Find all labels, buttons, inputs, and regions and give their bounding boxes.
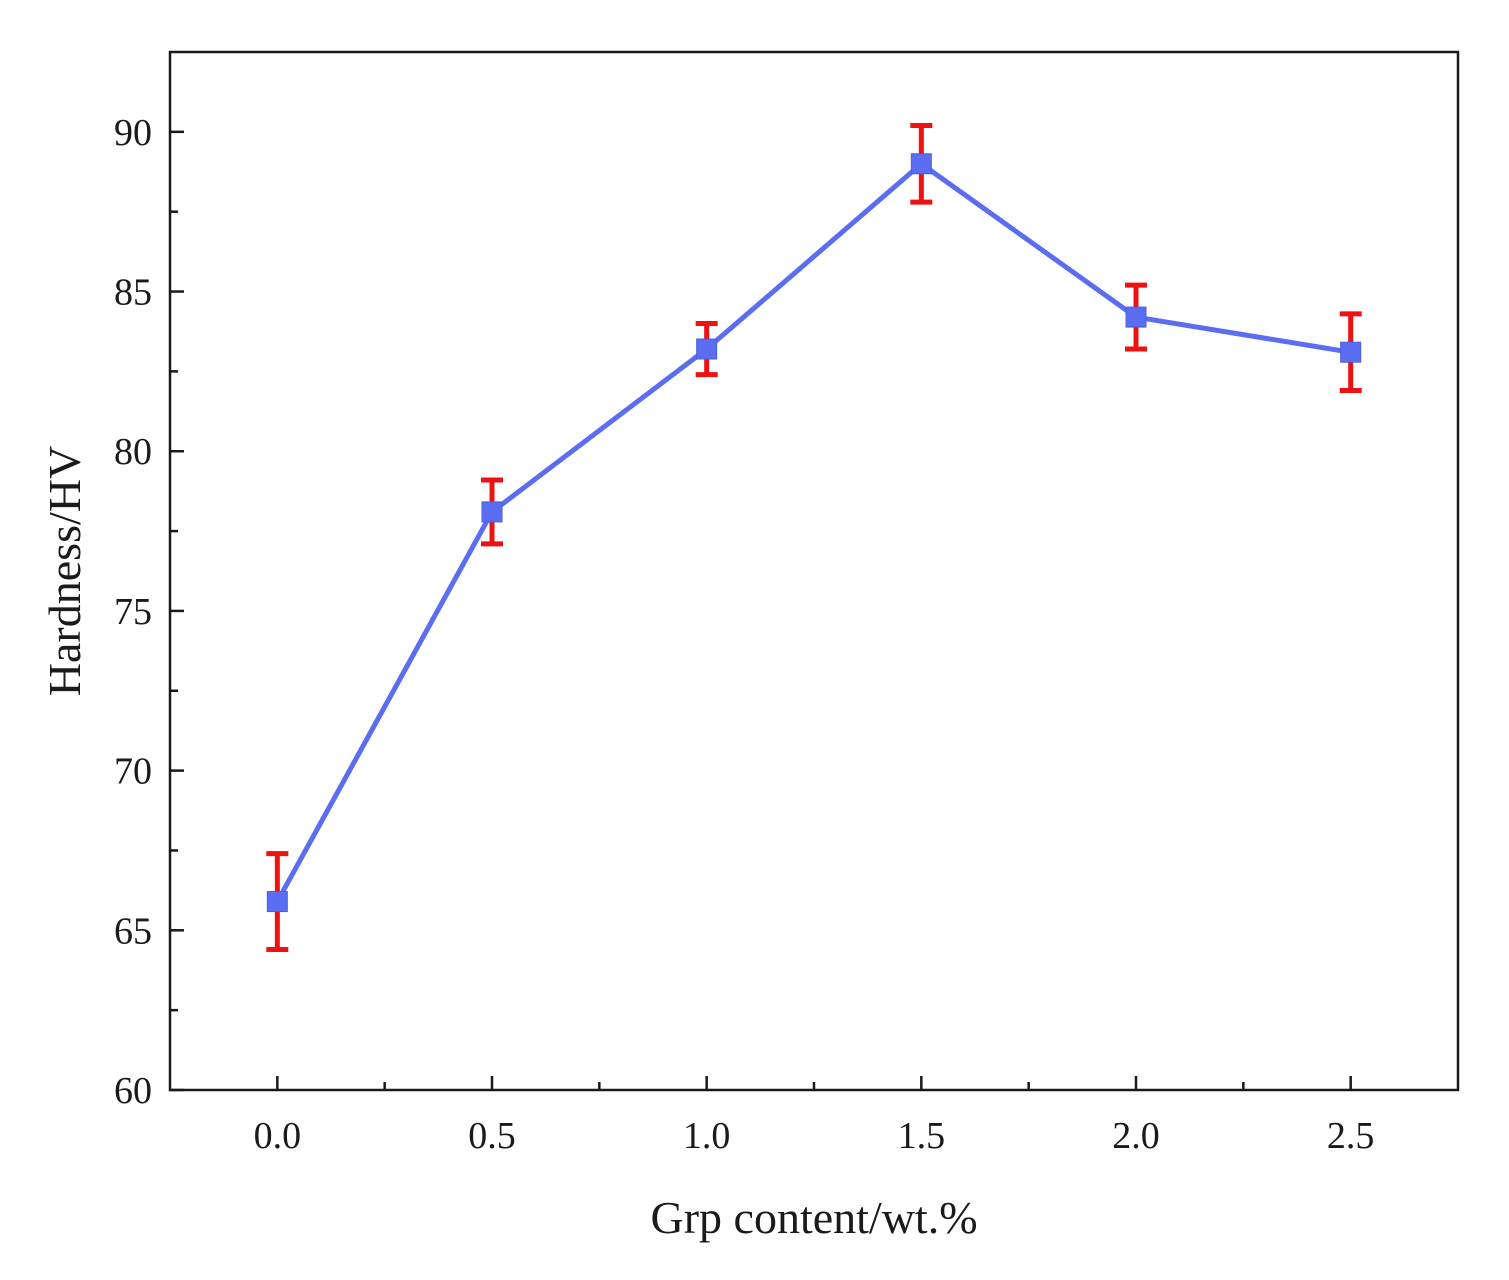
- x-tick-label: 2.5: [1327, 1115, 1375, 1157]
- data-point: [910, 153, 932, 175]
- minor-ticks: [170, 210, 1245, 1090]
- y-tick-label: 90: [114, 112, 152, 154]
- y-tick-label: 80: [114, 431, 152, 473]
- tick-labels: 0.0 0.5 1.0 1.5 2.0 2.5 60 65 70 75 80 85 90: [114, 112, 1374, 1157]
- x-axis-label: Grp content/wt.%: [650, 1192, 977, 1243]
- x-tick-label: 1.5: [898, 1115, 946, 1157]
- data-point: [1125, 306, 1147, 328]
- major-ticks: [170, 130, 1352, 1092]
- y-tick-label: 75: [114, 591, 152, 633]
- x-tick-label: 0.0: [254, 1115, 302, 1157]
- y-tick-label: 70: [114, 751, 152, 793]
- y-axis-label: Hardness/HV: [39, 446, 90, 696]
- series-layer: [266, 122, 1362, 952]
- x-tick-label: 2.0: [1112, 1115, 1160, 1157]
- series-line: [275, 161, 1352, 903]
- data-point: [696, 338, 718, 360]
- y-tick-label: 60: [114, 1070, 152, 1112]
- data-point: [266, 891, 288, 913]
- x-tick-label: 0.5: [468, 1115, 516, 1157]
- data-point: [481, 501, 503, 523]
- x-tick-label: 1.0: [683, 1115, 731, 1157]
- y-tick-label: 85: [114, 272, 152, 314]
- y-tick-label: 65: [114, 910, 152, 952]
- data-point: [1340, 341, 1362, 363]
- plot-frame: [168, 50, 1460, 1092]
